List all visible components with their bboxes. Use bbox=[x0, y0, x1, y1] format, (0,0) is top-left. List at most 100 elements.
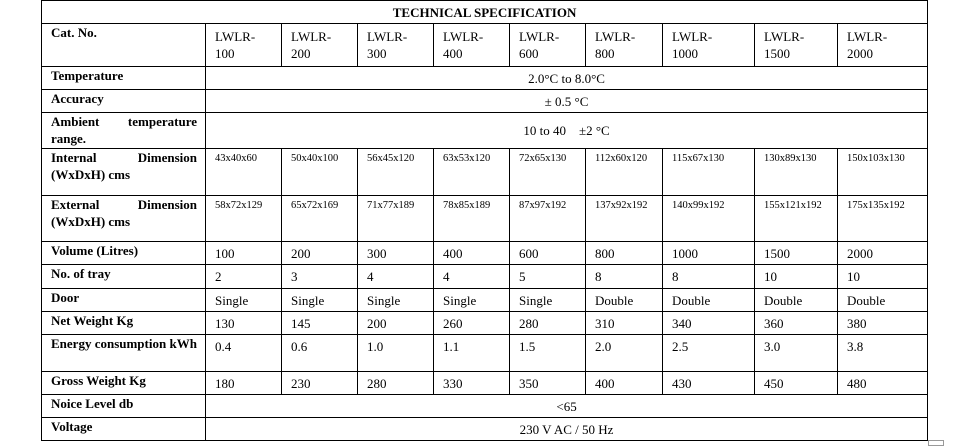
cell: 78x85x189 bbox=[433, 195, 510, 242]
cell: 130x89x130 bbox=[754, 148, 838, 196]
cell: 155x121x192 bbox=[754, 195, 838, 242]
row-label: External Dimension (WxDxH) cms bbox=[41, 195, 206, 242]
cell: 2.5 bbox=[662, 334, 755, 372]
cell: 280 bbox=[357, 371, 434, 395]
cat-no: LWLR-600 bbox=[519, 29, 560, 61]
cat-no: LWLR-400 bbox=[443, 29, 484, 61]
cell: Double bbox=[836, 288, 929, 312]
cell: 800 bbox=[585, 241, 663, 265]
cell: Double bbox=[662, 288, 755, 312]
table-row: External Dimension (WxDxH) cms 58x72x129 6… bbox=[41, 195, 929, 242]
cell: 2.0 bbox=[585, 334, 663, 372]
cell: 137x92x192 bbox=[585, 195, 663, 242]
cell: 100 bbox=[205, 241, 282, 265]
cell: 400 bbox=[585, 371, 663, 395]
cell: Single bbox=[205, 288, 282, 312]
cell: 4 bbox=[357, 264, 434, 289]
cat-no: LWLR-200 bbox=[291, 29, 332, 61]
cell: 10 bbox=[754, 264, 838, 289]
cell: 10 bbox=[836, 264, 929, 289]
cell: 56x45x120 bbox=[357, 148, 434, 196]
cell: 300 bbox=[357, 241, 434, 265]
table-row: Door Single Single Single Single Single Double… bbox=[41, 288, 929, 312]
cell: LWLR-1500 bbox=[754, 23, 838, 67]
cell: 5 bbox=[509, 264, 586, 289]
cell: Single bbox=[509, 288, 586, 312]
cell: 112x60x120 bbox=[585, 148, 663, 196]
cell: Single bbox=[281, 288, 358, 312]
cat-no: LWLR-100 bbox=[215, 29, 256, 61]
cell: LWLR-800 bbox=[585, 23, 663, 67]
cell: LWLR-200 bbox=[281, 23, 358, 67]
cell: LWLR-100 bbox=[205, 23, 282, 67]
cell: 115x67x130 bbox=[662, 148, 755, 196]
row-label: Accuracy bbox=[41, 89, 206, 113]
cat-no: LWLR-1000 bbox=[672, 29, 713, 61]
row-label: Noice Level db bbox=[41, 394, 206, 418]
corner-mark bbox=[928, 440, 944, 446]
table-row: Voltage 230 V AC / 50 Hz bbox=[41, 417, 929, 441]
row-label: Net Weight Kg bbox=[41, 311, 206, 335]
cell: 63x53x120 bbox=[433, 148, 510, 196]
cell: 43x40x60 bbox=[205, 148, 282, 196]
cell: 1500 bbox=[754, 241, 838, 265]
cell: 1.0 bbox=[357, 334, 434, 372]
cell: ± 0.5 °C bbox=[204, 89, 929, 113]
table-body: TECHNICAL SPECIFICATION Cat. No. LWLR-100… bbox=[40, 0, 929, 441]
spec-table: TECHNICAL SPECIFICATION Cat. No. LWLR-100… bbox=[40, 0, 929, 441]
cell: LWLR-600 bbox=[509, 23, 586, 67]
table-row: Cat. No. LWLR-100 LWLR-200 LWLR-300 LWLR-400… bbox=[41, 23, 929, 67]
table-row: Noice Level db <65 bbox=[41, 394, 929, 418]
table-row: Gross Weight Kg 180 230 280 330 350 400 430 450 4… bbox=[41, 371, 929, 395]
cell: Single bbox=[357, 288, 434, 312]
cell: 330 bbox=[433, 371, 510, 395]
cell: 450 bbox=[754, 371, 838, 395]
row-label: Gross Weight Kg bbox=[41, 371, 206, 395]
table-row: Accuracy ± 0.5 °C bbox=[41, 89, 929, 113]
table-row: Internal Dimension (WxDxH) cms 43x40x60 50… bbox=[41, 148, 929, 196]
table-row: Net Weight Kg 130 145 200 260 280 310 340 360 380 bbox=[41, 311, 929, 335]
cell: 200 bbox=[357, 311, 434, 335]
table-row: Ambient temperature range. 10 to 40 ±2 °C bbox=[41, 112, 929, 149]
cat-no: LWLR-300 bbox=[367, 29, 408, 61]
cell: 175x135x192 bbox=[836, 195, 929, 242]
cell: 71x77x189 bbox=[357, 195, 434, 242]
cell: 200 bbox=[281, 241, 358, 265]
cell: 260 bbox=[433, 311, 510, 335]
row-label: No. of tray bbox=[41, 264, 206, 289]
cell: 230 bbox=[281, 371, 358, 395]
title-row: TECHNICAL SPECIFICATION bbox=[40, 0, 929, 24]
row-label: Volume (Litres) bbox=[41, 241, 206, 265]
cell: 72x65x130 bbox=[509, 148, 586, 196]
cell: 280 bbox=[509, 311, 586, 335]
cell: Double bbox=[754, 288, 838, 312]
cell: 8 bbox=[585, 264, 663, 289]
cell: 230 V AC / 50 Hz bbox=[204, 417, 929, 441]
cell: 350 bbox=[509, 371, 586, 395]
table-row: Energy consumption kWh 0.4 0.6 1.0 1.1 1.5 2.0… bbox=[41, 334, 929, 372]
cell: 310 bbox=[585, 311, 663, 335]
cell: 380 bbox=[836, 311, 929, 335]
row-label: Door bbox=[41, 288, 206, 312]
cell: LWLR-2000 bbox=[836, 23, 929, 67]
cell: LWLR-300 bbox=[357, 23, 434, 67]
cell: 3.8 bbox=[836, 334, 929, 372]
row-label: Internal Dimension (WxDxH) cms bbox=[41, 148, 206, 196]
cell: 2 bbox=[205, 264, 282, 289]
row-label: Voltage bbox=[41, 417, 206, 441]
cat-no: LWLR-2000 bbox=[847, 29, 888, 61]
cell: Double bbox=[585, 288, 663, 312]
cell: 0.6 bbox=[281, 334, 358, 372]
table-row: No. of tray 2 3 4 4 5 8 8 10 10 bbox=[41, 264, 929, 289]
row-label: Energy consumption kWh bbox=[41, 334, 206, 372]
row-label: Cat. No. bbox=[41, 23, 206, 67]
cell: 180 bbox=[205, 371, 282, 395]
table-row: Temperature 2.0°C to 8.0°C bbox=[41, 66, 929, 90]
cell: 87x97x192 bbox=[509, 195, 586, 242]
cell: 50x40x100 bbox=[281, 148, 358, 196]
cell: 2000 bbox=[836, 241, 929, 265]
cell: 58x72x129 bbox=[205, 195, 282, 242]
cell: 10 to 40 ±2 °C bbox=[204, 112, 929, 149]
cell: 0.4 bbox=[205, 334, 282, 372]
cell: 1.5 bbox=[509, 334, 586, 372]
